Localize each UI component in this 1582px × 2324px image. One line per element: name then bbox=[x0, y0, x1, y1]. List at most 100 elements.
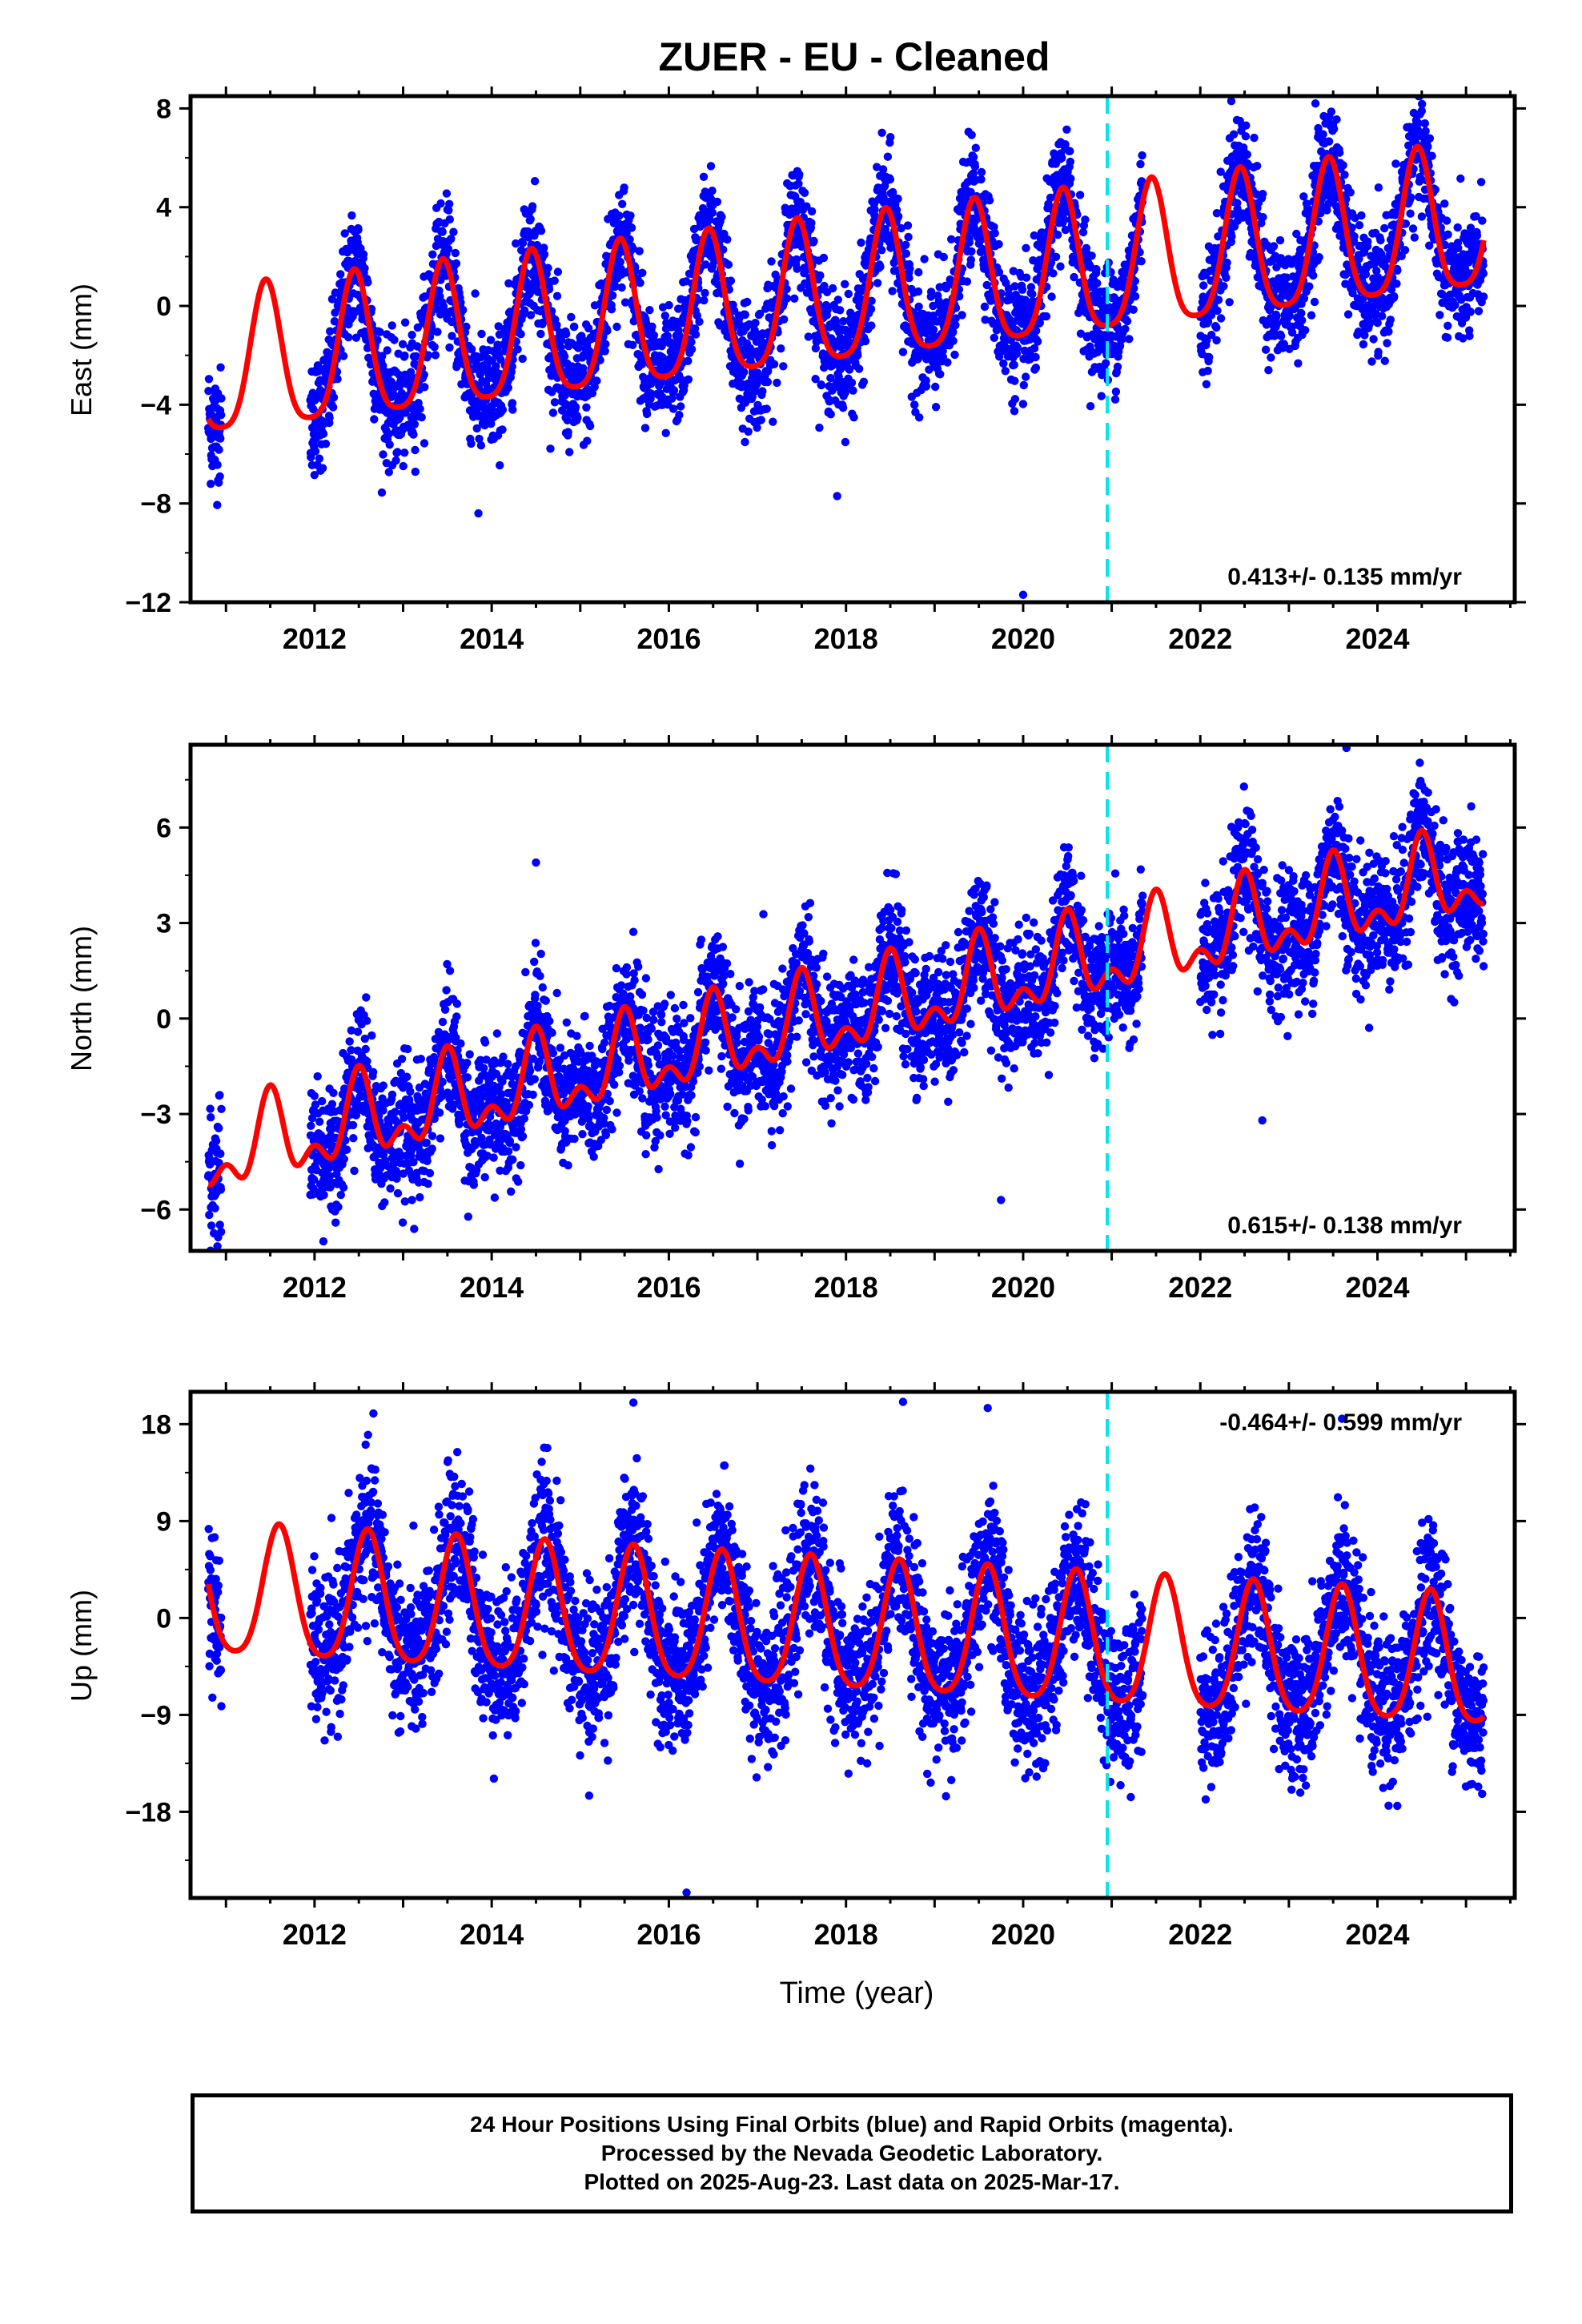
east-data-point bbox=[967, 247, 976, 256]
east-data-point bbox=[311, 396, 319, 404]
east-data-point bbox=[1443, 230, 1452, 239]
east-data-point bbox=[310, 471, 319, 480]
east-data-point bbox=[416, 404, 424, 413]
east-data-point bbox=[817, 380, 826, 390]
east-data-point bbox=[628, 340, 637, 349]
east-data-point bbox=[1205, 352, 1214, 362]
north-data-point bbox=[319, 1191, 328, 1200]
east-data-point bbox=[1022, 273, 1031, 282]
east-data-point bbox=[892, 205, 901, 215]
east-data-point bbox=[648, 322, 656, 331]
east-data-point bbox=[958, 311, 966, 320]
east-data-point bbox=[888, 287, 897, 296]
east-data-point bbox=[1406, 209, 1415, 218]
east-data-point bbox=[1049, 269, 1058, 278]
east-data-point bbox=[498, 405, 508, 414]
east-data-point bbox=[215, 478, 223, 487]
east-data-point bbox=[420, 383, 429, 392]
north-data-point bbox=[336, 1190, 345, 1200]
east-data-point bbox=[399, 461, 408, 471]
north-data-point bbox=[327, 1100, 337, 1108]
east-data-point bbox=[1219, 282, 1228, 291]
east-data-point bbox=[939, 252, 949, 262]
east-data-point bbox=[601, 340, 610, 348]
east-data-point bbox=[462, 322, 471, 332]
east-data-point bbox=[387, 321, 396, 330]
east-data-point bbox=[816, 271, 825, 280]
east-data-point bbox=[570, 322, 579, 332]
east-data-point bbox=[620, 183, 628, 192]
east-data-point bbox=[758, 387, 767, 396]
east-data-point bbox=[769, 417, 777, 426]
east-data-point bbox=[398, 340, 408, 348]
east-data-point bbox=[548, 408, 558, 417]
east-xtick-label: 2012 bbox=[283, 622, 347, 655]
east-data-point bbox=[661, 312, 669, 320]
east-data-point bbox=[1212, 336, 1221, 345]
east-ytick-label: 8 bbox=[156, 94, 171, 124]
east-data-point bbox=[508, 399, 517, 408]
east-data-point bbox=[1122, 316, 1132, 326]
east-data-point bbox=[641, 318, 651, 327]
east-data-point bbox=[1391, 159, 1400, 168]
east-data-point bbox=[516, 330, 525, 339]
east-data-point bbox=[1259, 190, 1267, 199]
east-data-point bbox=[1129, 305, 1138, 314]
east-data-point bbox=[430, 343, 439, 352]
east-data-point bbox=[971, 143, 981, 152]
east-data-point bbox=[726, 276, 736, 285]
east-data-point bbox=[782, 294, 792, 303]
chart-title: ZUER - EU - Cleaned bbox=[658, 34, 1050, 79]
east-data-point bbox=[400, 351, 409, 360]
east-data-point bbox=[841, 279, 849, 288]
east-data-point bbox=[1479, 269, 1488, 278]
east-data-point bbox=[658, 353, 667, 362]
north-data-point bbox=[318, 1096, 327, 1106]
east-data-point bbox=[931, 382, 940, 392]
east-data-point bbox=[508, 405, 517, 414]
east-data-point bbox=[1442, 216, 1452, 225]
east-data-point bbox=[467, 344, 476, 354]
east-data-point bbox=[518, 239, 528, 247]
east-data-point bbox=[645, 306, 654, 315]
east-data-point bbox=[567, 312, 576, 322]
east-data-point bbox=[436, 199, 445, 208]
east-data-point bbox=[708, 187, 717, 195]
east-data-point bbox=[552, 320, 561, 330]
east-data-point bbox=[1435, 311, 1444, 320]
east-data-point bbox=[1465, 332, 1474, 340]
north-data-point bbox=[310, 1092, 319, 1100]
north-data-point bbox=[215, 1124, 223, 1133]
east-data-point bbox=[384, 468, 393, 476]
east-data-point bbox=[792, 255, 801, 264]
east-data-point bbox=[936, 370, 945, 379]
north-data-point bbox=[345, 1037, 354, 1046]
east-data-point bbox=[649, 331, 659, 340]
north-data-point bbox=[339, 1183, 348, 1192]
east-data-point bbox=[1425, 134, 1435, 143]
east-data-point bbox=[741, 437, 749, 447]
east-data-point bbox=[431, 351, 440, 360]
east-data-point bbox=[396, 413, 404, 422]
east-data-point bbox=[370, 415, 379, 424]
east-data-point bbox=[684, 375, 693, 384]
east-data-point bbox=[1386, 316, 1395, 324]
east-data-point bbox=[442, 189, 452, 198]
east-data-point bbox=[1417, 212, 1427, 221]
east-data-point bbox=[321, 440, 331, 448]
east-data-point bbox=[1264, 366, 1273, 375]
east-data-point bbox=[420, 370, 428, 380]
east-data-point bbox=[717, 212, 726, 221]
east-data-point bbox=[695, 317, 704, 326]
east-data-point bbox=[383, 346, 391, 355]
east-data-point bbox=[763, 377, 773, 387]
east-data-point bbox=[920, 255, 929, 263]
east-data-point bbox=[1229, 130, 1239, 139]
east-data-point bbox=[845, 365, 854, 374]
east-data-point bbox=[592, 376, 601, 385]
east-data-point bbox=[905, 264, 914, 273]
east-data-point bbox=[625, 235, 634, 244]
east-data-point bbox=[311, 447, 320, 456]
east-data-point bbox=[1478, 216, 1487, 225]
east-data-point bbox=[1202, 380, 1211, 388]
